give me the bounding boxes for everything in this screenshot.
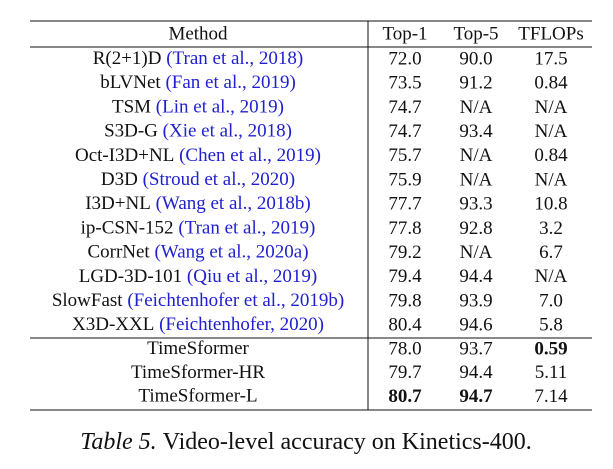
method-name: bLVNet xyxy=(100,73,161,94)
top5-cell: 94.4 xyxy=(459,266,493,287)
citation: (Tran et al., 2018) xyxy=(166,48,303,69)
top1-cell: 77.8 xyxy=(388,218,421,239)
citation: (Tran et al., 2019) xyxy=(178,218,315,239)
method-name: D3D xyxy=(101,169,138,190)
header-cell: Top-1 xyxy=(382,23,427,44)
method-name: X3D-XXL xyxy=(72,315,154,336)
top5-cell: 93.7 xyxy=(459,338,492,359)
top1-cell: 72.0 xyxy=(388,48,421,69)
top5-cell: 93.9 xyxy=(459,290,492,311)
header-cell: Top-5 xyxy=(453,23,498,44)
top1-cell: 75.9 xyxy=(388,169,421,190)
citation: (Wang et al., 2020a) xyxy=(154,242,308,263)
method-cell: X3D-XXL (Feichtenhofer, 2020) xyxy=(72,315,324,336)
tflops-cell: 0.59 xyxy=(534,338,567,359)
tflops-cell: 10.8 xyxy=(534,194,567,215)
tflops-cell: 17.5 xyxy=(534,48,567,69)
method-cell: R(2+1)D (Tran et al., 2018) xyxy=(93,48,304,69)
method-cell: CorrNet (Wang et al., 2020a) xyxy=(87,242,308,263)
tflops-cell: 0.84 xyxy=(534,73,568,94)
top1-cell: 79.4 xyxy=(388,266,422,287)
citation: (Stroud et al., 2020) xyxy=(143,169,296,190)
method-name: S3D-G xyxy=(104,121,158,142)
method-cell: SlowFast (Feichtenhofer et al., 2019b) xyxy=(52,290,344,311)
method-cell: bLVNet (Fan et al., 2019) xyxy=(100,73,296,94)
method-cell: TSM (Lin et al., 2019) xyxy=(112,97,284,118)
top5-cell: 93.4 xyxy=(459,121,493,142)
top1-cell: 73.5 xyxy=(388,73,421,94)
top5-cell: 94.7 xyxy=(459,386,493,407)
citation: (Lin et al., 2019) xyxy=(156,97,284,118)
header-cell: TFLOPs xyxy=(518,23,583,44)
caption: Table 5. Video-level accuracy on Kinetic… xyxy=(80,429,532,455)
method-name: TimeSformer xyxy=(147,338,249,359)
method-cell: Oct-I3D+NL (Chen et al., 2019) xyxy=(75,145,321,166)
method-name: SlowFast xyxy=(52,290,123,311)
method-name: TSM xyxy=(112,97,151,118)
tflops-cell: N/A xyxy=(535,97,568,118)
citation: (Feichtenhofer et al., 2019b) xyxy=(127,290,344,311)
top5-cell: N/A xyxy=(460,97,493,118)
top5-cell: 91.2 xyxy=(459,73,492,94)
tflops-cell: 6.7 xyxy=(539,242,563,263)
top5-cell: 94.4 xyxy=(459,362,493,383)
method-name: ip-CSN-152 xyxy=(81,218,174,239)
tflops-cell: 0.84 xyxy=(534,145,568,166)
top5-cell: 93.3 xyxy=(459,194,492,215)
top1-cell: 78.0 xyxy=(388,338,421,359)
top5-cell: 90.0 xyxy=(459,48,492,69)
top5-cell: N/A xyxy=(460,145,493,166)
citation: (Chen et al., 2019) xyxy=(179,145,321,166)
tflops-cell: 3.2 xyxy=(539,218,563,239)
top5-cell: 94.6 xyxy=(459,315,492,336)
header-cell: Method xyxy=(168,23,228,44)
top1-cell: 79.8 xyxy=(388,290,421,311)
method-cell: ip-CSN-152 (Tran et al., 2019) xyxy=(81,218,316,239)
method-cell: TimeSformer xyxy=(147,338,249,359)
top1-cell: 77.7 xyxy=(388,194,421,215)
top1-cell: 79.2 xyxy=(388,242,421,263)
tflops-cell: N/A xyxy=(535,169,568,190)
method-name: TimeSformer-HR xyxy=(131,362,265,383)
citation: (Feichtenhofer, 2020) xyxy=(159,315,324,336)
tflops-cell: 5.11 xyxy=(535,362,568,383)
citation: (Wang et al., 2018b) xyxy=(156,194,311,215)
top1-cell: 79.7 xyxy=(388,362,421,383)
top1-cell: 74.7 xyxy=(388,121,421,142)
method-cell: S3D-G (Xie et al., 2018) xyxy=(104,121,292,142)
tflops-cell: 5.8 xyxy=(539,315,563,336)
method-cell: I3D+NL (Wang et al., 2018b) xyxy=(85,194,311,215)
top5-cell: N/A xyxy=(460,169,493,190)
top1-cell: 80.4 xyxy=(388,315,422,336)
method-cell: TimeSformer-L xyxy=(138,386,257,407)
method-name: I3D+NL xyxy=(85,194,151,215)
tflops-cell: N/A xyxy=(535,266,568,287)
method-name: TimeSformer-L xyxy=(138,386,257,407)
tflops-cell: 7.0 xyxy=(539,290,563,311)
top1-cell: 80.7 xyxy=(388,386,422,407)
citation: (Qiu et al., 2019) xyxy=(187,266,317,287)
method-name: Oct-I3D+NL xyxy=(75,145,174,166)
method-name: CorrNet xyxy=(87,242,150,263)
top1-cell: 74.7 xyxy=(388,97,421,118)
method-name: LGD-3D-101 xyxy=(79,266,182,287)
caption-text: Video-level accuracy on Kinetics-400. xyxy=(163,429,532,455)
caption-label: Table 5. xyxy=(80,429,156,455)
method-name: R(2+1)D xyxy=(93,48,162,69)
top5-cell: 92.8 xyxy=(459,218,492,239)
citation: (Xie et al., 2018) xyxy=(163,121,292,142)
tflops-cell: N/A xyxy=(535,121,568,142)
tflops-cell: 7.14 xyxy=(534,386,568,407)
method-cell: TimeSformer-HR xyxy=(131,362,265,383)
top1-cell: 75.7 xyxy=(388,145,421,166)
top5-cell: N/A xyxy=(460,242,493,263)
method-cell: D3D (Stroud et al., 2020) xyxy=(101,169,295,190)
method-cell: LGD-3D-101 (Qiu et al., 2019) xyxy=(79,266,318,287)
citation: (Fan et al., 2019) xyxy=(165,73,295,94)
